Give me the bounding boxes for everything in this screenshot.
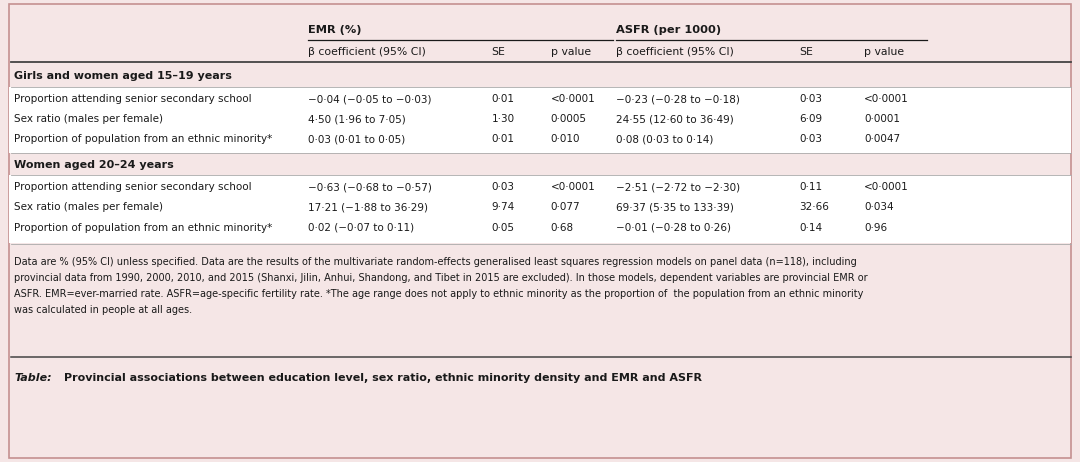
Text: p value: p value <box>551 47 591 57</box>
Text: 0·03: 0·03 <box>799 134 822 144</box>
Text: −0·63 (−0·68 to −0·57): −0·63 (−0·68 to −0·57) <box>308 182 432 192</box>
Text: 0·03: 0·03 <box>491 182 514 192</box>
Text: 0·03: 0·03 <box>799 94 822 104</box>
Text: 0·0001: 0·0001 <box>864 114 900 124</box>
Text: Proportion attending senior secondary school: Proportion attending senior secondary sc… <box>14 94 252 104</box>
Text: 0·0047: 0·0047 <box>864 134 900 144</box>
Text: −2·51 (−2·72 to −2·30): −2·51 (−2·72 to −2·30) <box>616 182 740 192</box>
Text: Provincial associations between education level, sex ratio, ethnic minority dens: Provincial associations between educatio… <box>64 373 702 383</box>
Text: −0·04 (−0·05 to −0·03): −0·04 (−0·05 to −0·03) <box>308 94 431 104</box>
Text: Sex ratio (males per female): Sex ratio (males per female) <box>14 202 163 212</box>
Text: 24·55 (12·60 to 36·49): 24·55 (12·60 to 36·49) <box>616 114 733 124</box>
Text: 0·077: 0·077 <box>551 202 580 212</box>
Text: Data are % (95% CI) unless specified. Data are the results of the multivariate r: Data are % (95% CI) unless specified. Da… <box>14 257 856 267</box>
Text: 9·74: 9·74 <box>491 202 515 212</box>
Text: 0·010: 0·010 <box>551 134 580 144</box>
Text: <0·0001: <0·0001 <box>864 182 908 192</box>
Text: SE: SE <box>491 47 505 57</box>
Text: 0·034: 0·034 <box>864 202 893 212</box>
Text: <0·0001: <0·0001 <box>551 94 595 104</box>
Text: EMR (%): EMR (%) <box>308 25 362 35</box>
Text: Proportion attending senior secondary school: Proportion attending senior secondary sc… <box>14 182 252 192</box>
Text: 4·50 (1·96 to 7·05): 4·50 (1·96 to 7·05) <box>308 114 406 124</box>
Text: β coefficient (95% CI): β coefficient (95% CI) <box>308 47 426 57</box>
Text: 0·01: 0·01 <box>491 134 514 144</box>
Text: provincial data from 1990, 2000, 2010, and 2015 (Shanxi, Jilin, Anhui, Shandong,: provincial data from 1990, 2000, 2010, a… <box>14 273 867 283</box>
Text: ASFR. EMR=ever-married rate. ASFR=age-specific fertility rate. *The age range do: ASFR. EMR=ever-married rate. ASFR=age-sp… <box>14 289 863 299</box>
Text: 0·0005: 0·0005 <box>551 114 586 124</box>
Text: 32·66: 32·66 <box>799 202 829 212</box>
Text: −0·01 (−0·28 to 0·26): −0·01 (−0·28 to 0·26) <box>616 223 730 233</box>
Text: Table:: Table: <box>14 373 52 383</box>
Text: 0·14: 0·14 <box>799 223 822 233</box>
Text: 0·05: 0·05 <box>491 223 514 233</box>
Text: 0·03 (0·01 to 0·05): 0·03 (0·01 to 0·05) <box>308 134 405 144</box>
Text: 69·37 (5·35 to 133·39): 69·37 (5·35 to 133·39) <box>616 202 733 212</box>
Text: 6·09: 6·09 <box>799 114 822 124</box>
Text: <0·0001: <0·0001 <box>864 94 908 104</box>
Text: 0·11: 0·11 <box>799 182 822 192</box>
Text: Women aged 20–24 years: Women aged 20–24 years <box>14 160 174 170</box>
Text: Sex ratio (males per female): Sex ratio (males per female) <box>14 114 163 124</box>
Text: p value: p value <box>864 47 904 57</box>
Text: ASFR (per 1000): ASFR (per 1000) <box>616 25 720 35</box>
Text: 17·21 (−1·88 to 36·29): 17·21 (−1·88 to 36·29) <box>308 202 428 212</box>
Text: Girls and women aged 15–19 years: Girls and women aged 15–19 years <box>14 71 232 81</box>
Text: 1·30: 1·30 <box>491 114 514 124</box>
Text: 0·02 (−0·07 to 0·11): 0·02 (−0·07 to 0·11) <box>308 223 414 233</box>
Text: was calculated in people at all ages.: was calculated in people at all ages. <box>14 305 192 315</box>
Text: 0·08 (0·03 to 0·14): 0·08 (0·03 to 0·14) <box>616 134 713 144</box>
Text: 0·96: 0·96 <box>864 223 887 233</box>
Bar <box>9 87 1071 153</box>
Text: 0·68: 0·68 <box>551 223 573 233</box>
Text: <0·0001: <0·0001 <box>551 182 595 192</box>
Bar <box>9 175 1071 243</box>
Text: β coefficient (95% CI): β coefficient (95% CI) <box>616 47 733 57</box>
Text: −0·23 (−0·28 to −0·18): −0·23 (−0·28 to −0·18) <box>616 94 740 104</box>
Text: 0·01: 0·01 <box>491 94 514 104</box>
Text: Proportion of population from an ethnic minority*: Proportion of population from an ethnic … <box>14 223 272 233</box>
Text: Proportion of population from an ethnic minority*: Proportion of population from an ethnic … <box>14 134 272 144</box>
Text: SE: SE <box>799 47 813 57</box>
